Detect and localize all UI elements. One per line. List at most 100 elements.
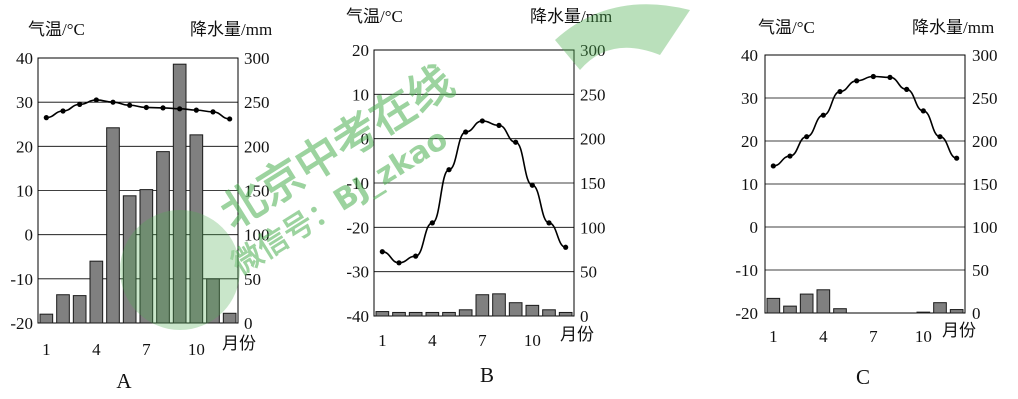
- temperature-point: [937, 134, 943, 140]
- temperature-point: [513, 139, 519, 145]
- temp-tick-label: 30: [741, 89, 758, 108]
- precipitation-bar: [949, 309, 964, 314]
- temp-tick-label: 0: [750, 218, 759, 237]
- precipitation-bar: [442, 311, 456, 317]
- chart-B: 20100-10-20-30-40300250200150100500气温/°C…: [346, 7, 612, 387]
- precipitation-bar: [525, 304, 540, 317]
- precip-tick-label: 0: [244, 314, 253, 333]
- panel-label: C: [856, 365, 870, 389]
- temperature-point: [396, 260, 402, 266]
- month-tick-label: 10: [915, 327, 932, 346]
- precipitation-bar: [39, 313, 54, 324]
- precipitation-bar: [425, 311, 440, 317]
- precip-tick-label: 300: [580, 41, 606, 60]
- precipitation-bar: [833, 308, 847, 314]
- precipitation-bar: [172, 63, 187, 324]
- temp-tick-label: -30: [346, 263, 369, 282]
- month-tick-label: 7: [142, 340, 151, 359]
- month-tick-label: 1: [769, 327, 778, 346]
- temp-tick-label: 0: [361, 130, 370, 149]
- precipitation-bar: [492, 293, 506, 317]
- precip-tick-label: 100: [972, 218, 998, 237]
- month-unit-label: 月份: [222, 334, 256, 353]
- precipitation-bar: [206, 278, 220, 324]
- temperature-point: [127, 102, 133, 108]
- precip-tick-label: 200: [580, 130, 606, 149]
- temperature-point: [93, 97, 99, 103]
- month-unit-label: 月份: [942, 321, 976, 340]
- precipitation-bar: [139, 189, 154, 324]
- precip-tick-label: 300: [244, 49, 270, 68]
- month-tick-label: 7: [869, 327, 878, 346]
- temperature-point: [546, 220, 552, 226]
- temperature-point: [110, 99, 116, 105]
- plot-frame: [373, 49, 575, 317]
- temperature-point: [920, 108, 926, 114]
- temperature-point: [43, 115, 49, 121]
- temperature-point: [529, 182, 535, 188]
- temp-tick-label: 20: [741, 132, 758, 151]
- precip-tick-label: 150: [244, 182, 270, 201]
- precipitation-bar: [783, 305, 797, 314]
- temperature-point: [837, 88, 843, 95]
- right-axis-title: 降水量/mm: [190, 20, 272, 39]
- precip-tick-label: 150: [972, 175, 998, 194]
- precipitation-bar: [106, 127, 120, 324]
- temp-tick-label: 30: [16, 93, 33, 112]
- precip-tick-label: 150: [580, 174, 606, 193]
- precipitation-bar: [542, 309, 556, 317]
- precip-tick-label: 250: [972, 89, 998, 108]
- temp-tick-label: -40: [346, 307, 369, 326]
- precipitation-bar: [816, 289, 831, 314]
- temperature-point: [210, 109, 216, 115]
- precip-tick-label: 100: [580, 218, 606, 237]
- month-unit-label: 月份: [560, 325, 594, 344]
- temperature-point: [227, 116, 233, 122]
- precip-tick-label: 250: [580, 85, 606, 104]
- temperature-point: [496, 122, 502, 128]
- temp-tick-label: -20: [735, 304, 758, 323]
- temp-tick-label: -10: [346, 174, 369, 193]
- precipitation-bar: [56, 294, 70, 324]
- month-tick-label: 1: [378, 331, 387, 350]
- temperature-point: [563, 244, 569, 250]
- precip-tick-label: 300: [972, 46, 998, 65]
- precipitation-bar: [408, 311, 423, 317]
- temp-tick-label: 10: [16, 182, 33, 201]
- temperature-point: [160, 105, 166, 111]
- precipitation-bar: [933, 302, 947, 314]
- precipitation-bar: [508, 302, 523, 317]
- precip-tick-label: 200: [972, 132, 998, 151]
- month-tick-label: 1: [42, 340, 51, 359]
- right-axis-title: 降水量/mm: [530, 7, 612, 26]
- temperature-point: [787, 153, 793, 159]
- temp-tick-label: 20: [16, 137, 33, 156]
- temperature-point: [887, 74, 893, 80]
- month-tick-label: 10: [524, 331, 541, 350]
- temp-tick-label: -20: [346, 218, 369, 237]
- precipitation-bar: [72, 295, 87, 324]
- temperature-point: [463, 129, 469, 135]
- left-axis-title: 气温/°C: [758, 18, 815, 37]
- precip-tick-label: 200: [244, 137, 270, 156]
- temperature-point: [954, 155, 960, 161]
- temp-tick-label: 10: [741, 175, 758, 194]
- precipitation-bar: [799, 293, 814, 314]
- precip-tick-label: 0: [972, 304, 981, 323]
- temp-tick-label: -20: [10, 314, 33, 333]
- left-axis-title: 气温/°C: [346, 7, 403, 26]
- plot-frame: [764, 54, 966, 314]
- precipitation-bar: [375, 311, 390, 317]
- month-tick-label: 7: [478, 331, 487, 350]
- temp-tick-label: 0: [25, 226, 34, 245]
- precipitation-bar: [122, 195, 137, 324]
- precipitation-bar: [458, 309, 473, 317]
- temp-tick-label: -10: [10, 270, 33, 289]
- precipitation-bar: [189, 134, 204, 324]
- precipitation-bar: [156, 151, 170, 324]
- temperature-point: [770, 163, 776, 169]
- temperature-line: [773, 75, 957, 167]
- month-tick-label: 4: [819, 327, 828, 346]
